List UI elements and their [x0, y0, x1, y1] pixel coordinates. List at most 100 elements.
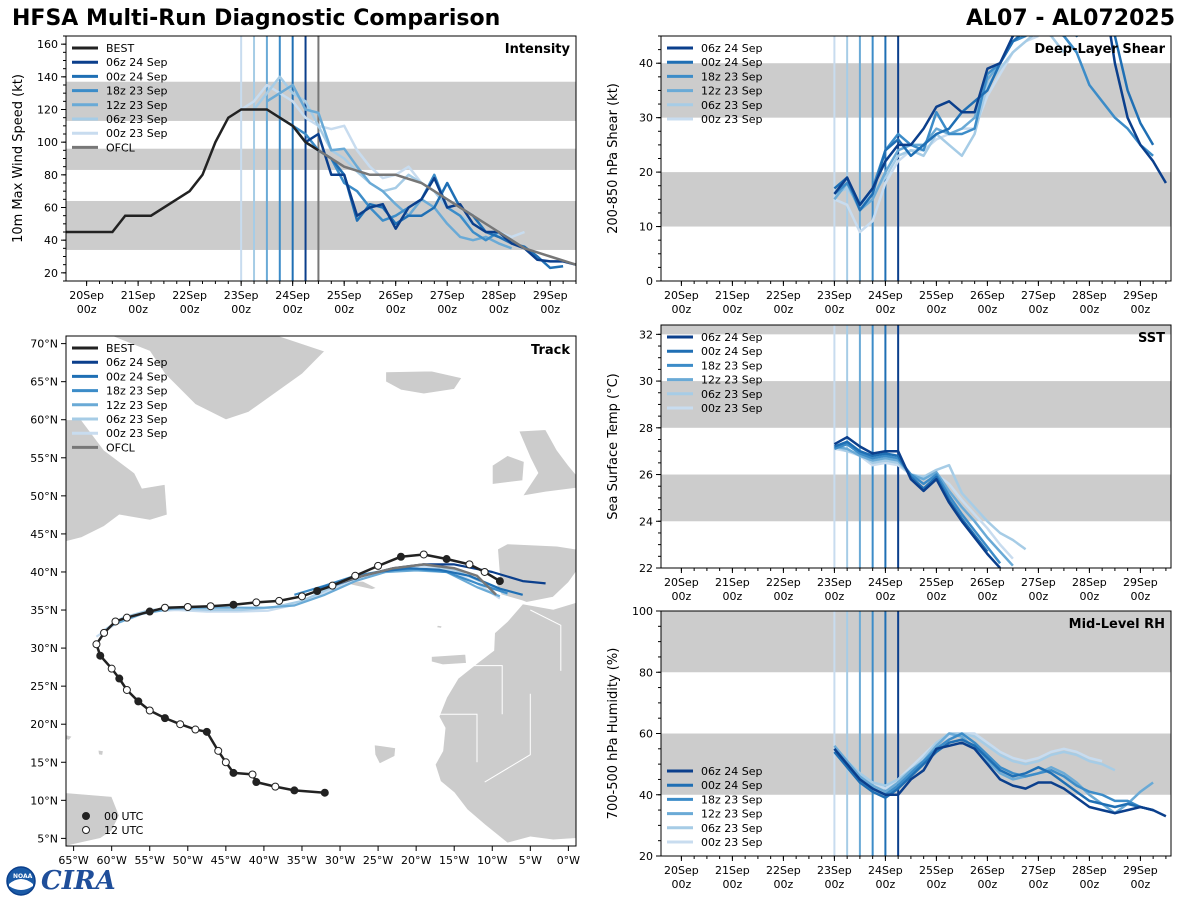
y-tick-label: 30: [639, 375, 653, 388]
y-tick-label: 15°N: [30, 756, 58, 769]
x-tick-label: 00z: [825, 878, 845, 891]
y-tick-label: 40°N: [30, 566, 58, 579]
best-point-12utc: [351, 571, 360, 580]
x-tick-label: 28Sep: [1072, 864, 1107, 877]
best-track-line: [66, 108, 320, 234]
legend-label: 12z 23 Sep: [701, 374, 763, 387]
y-tick-label: 80: [44, 169, 58, 182]
series-line-18z-23-Sep: [833, 732, 1154, 812]
madeira-land: [436, 624, 443, 629]
noaa-logo-text: NOAA: [13, 873, 33, 880]
y-tick-label: 55°N: [30, 452, 58, 465]
x-tick-label: 00z: [1131, 590, 1151, 603]
y-tick-label: 65°N: [30, 376, 58, 389]
x-tick-label: 60°W: [96, 854, 126, 867]
best-point-12utc: [221, 758, 230, 767]
x-tick-label: 00z: [774, 590, 794, 603]
legend-label: 00z 23 Sep: [106, 127, 168, 140]
x-tick-label: 50°W: [173, 854, 203, 867]
x-tick-label: 00z: [774, 878, 794, 891]
best-point-12utc: [214, 746, 223, 755]
border-line: [469, 665, 503, 715]
x-tick-label: 29Sep: [1123, 864, 1158, 877]
y-tick-label: 40: [639, 57, 653, 70]
series-line-06z-24-Sep: [833, 435, 1002, 568]
best-point-00utc: [145, 607, 154, 616]
legend-label: 12z 23 Sep: [106, 399, 168, 412]
legend-label: 18z 23 Sep: [106, 385, 168, 398]
x-tick-label: 22Sep: [766, 576, 801, 589]
y-tick-label: 40: [639, 789, 653, 802]
panel-sst: 22242628303220Sep00z21Sep00z22Sep00z23Se…: [606, 324, 1172, 603]
shaded-band: [661, 325, 1171, 335]
y-tick-label: 20: [639, 166, 653, 179]
legend-label: 00z 23 Sep: [701, 836, 763, 849]
scandinavia-land: [575, 434, 576, 436]
legend-label: 18z 23 Sep: [701, 70, 763, 83]
x-tick-label: 00z: [1080, 590, 1100, 603]
x-tick-label: 15°W: [439, 854, 469, 867]
panel-title: SST: [1138, 331, 1165, 346]
legend-label: 06z 23 Sep: [701, 388, 763, 401]
marker-legend-label: 12 UTC: [104, 824, 144, 837]
ofcl-track-line: [332, 563, 497, 596]
azores-land: [348, 580, 378, 590]
x-tick-label: 30°W: [325, 854, 355, 867]
legend-label: 06z 24 Sep: [106, 56, 168, 69]
south-america-land: [66, 792, 120, 846]
y-axis-label: 200-850 hPa Shear (kt): [606, 83, 621, 234]
x-tick-label: 26Sep: [378, 289, 413, 302]
best-point-12utc: [271, 782, 280, 791]
shaded-band: [66, 81, 576, 121]
shaded-band: [661, 63, 1171, 118]
x-tick-label: 27Sep: [1021, 864, 1056, 877]
ofcl-line: [317, 149, 576, 266]
panel-title: Track: [531, 343, 570, 358]
x-tick-label: 22Sep: [766, 289, 801, 302]
x-tick-label: 10°W: [477, 854, 507, 867]
x-tick-label: 00z: [540, 303, 560, 316]
x-tick-label: 00z: [825, 590, 845, 603]
y-tick-label: 140: [37, 71, 58, 84]
best-point-00utc: [313, 587, 322, 595]
legend-label: BEST: [106, 342, 134, 355]
series-line-18z-23-Sep: [833, 442, 1002, 565]
map-area: [66, 336, 576, 846]
x-tick-label: 25Sep: [919, 864, 954, 877]
y-tick-label: 10°N: [30, 794, 58, 807]
x-tick-label: 24Sep: [868, 576, 903, 589]
puerto-rico-land: [66, 734, 73, 741]
x-tick-label: 23Sep: [817, 864, 852, 877]
series-line-00z-24-Sep: [833, 36, 1155, 212]
plot-area: [661, 611, 1171, 856]
x-tick-label: 28Sep: [481, 289, 516, 302]
cira-logo: NOAA CIRA: [4, 864, 116, 898]
shaded-band: [66, 148, 576, 170]
series-line-12z-23-Sep: [266, 83, 513, 250]
best-point-00utc: [320, 788, 329, 797]
series-line-12z-23-Sep: [833, 36, 1078, 212]
best-point-12utc: [374, 561, 383, 570]
best-point-00utc: [495, 577, 504, 586]
y-tick-label: 60°N: [30, 414, 58, 427]
legend-label: OFCL: [106, 141, 136, 154]
y-tick-label: 0: [646, 275, 653, 288]
x-tick-label: 21Sep: [715, 289, 750, 302]
series-line-00z-23-Sep: [833, 732, 1103, 790]
x-tick-label: 26Sep: [970, 864, 1005, 877]
x-tick-label: 35°W: [287, 854, 317, 867]
plot-area: [661, 325, 1171, 568]
best-point-00utc: [252, 778, 261, 787]
x-tick-label: 00z: [876, 590, 896, 603]
best-point-12utc: [275, 596, 284, 605]
panel-title: Intensity: [505, 42, 571, 57]
y-tick-label: 20°N: [30, 718, 58, 731]
y-tick-label: 24: [639, 515, 653, 528]
plot-area: [661, 36, 1171, 281]
cape-verde-land: [373, 744, 397, 765]
y-tick-label: 26: [639, 469, 653, 482]
x-tick-label: 29Sep: [1123, 289, 1158, 302]
